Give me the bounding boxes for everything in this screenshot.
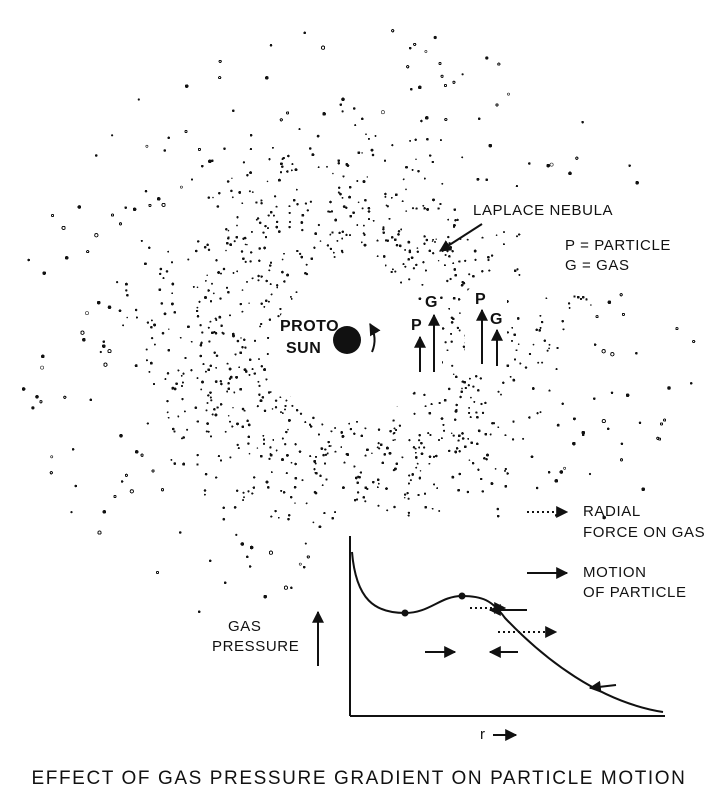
graph-particle-arrow-4 bbox=[588, 680, 617, 693]
gas-key: G = GAS bbox=[565, 257, 630, 274]
pressure-label: PRESSURE bbox=[212, 638, 299, 655]
pressure-graph bbox=[349, 536, 665, 717]
curve-min-point bbox=[401, 609, 409, 617]
nebula-pointer-arrow bbox=[438, 223, 483, 252]
proto-sun bbox=[333, 326, 361, 354]
sun-label: SUN bbox=[286, 340, 321, 357]
nebula-dust-cloud bbox=[22, 29, 696, 613]
particle-key: P = PARTICLE bbox=[565, 237, 671, 254]
laplace-nebula-label: LAPLACE NEBULA bbox=[473, 202, 613, 219]
proto-label: PROTO bbox=[280, 318, 339, 335]
outer-p-label: P bbox=[475, 291, 486, 308]
radial-force-label-2: FORCE ON GAS bbox=[583, 524, 705, 541]
inner-g-label: G bbox=[425, 294, 438, 311]
motion-label-2: OF PARTICLE bbox=[583, 584, 687, 601]
inner-p-label: P bbox=[411, 317, 422, 334]
curve-max-point bbox=[458, 592, 466, 600]
gas-label: GAS bbox=[228, 618, 261, 635]
radial-force-label-1: RADIAL bbox=[583, 503, 641, 520]
rotation-arrow bbox=[369, 322, 381, 353]
motion-label-1: MOTION bbox=[583, 564, 647, 581]
r-axis-label: r bbox=[480, 726, 486, 743]
figure-caption: EFFECT OF GAS PRESSURE GRADIENT ON PARTI… bbox=[31, 768, 686, 789]
outer-g-label: G bbox=[490, 311, 503, 328]
